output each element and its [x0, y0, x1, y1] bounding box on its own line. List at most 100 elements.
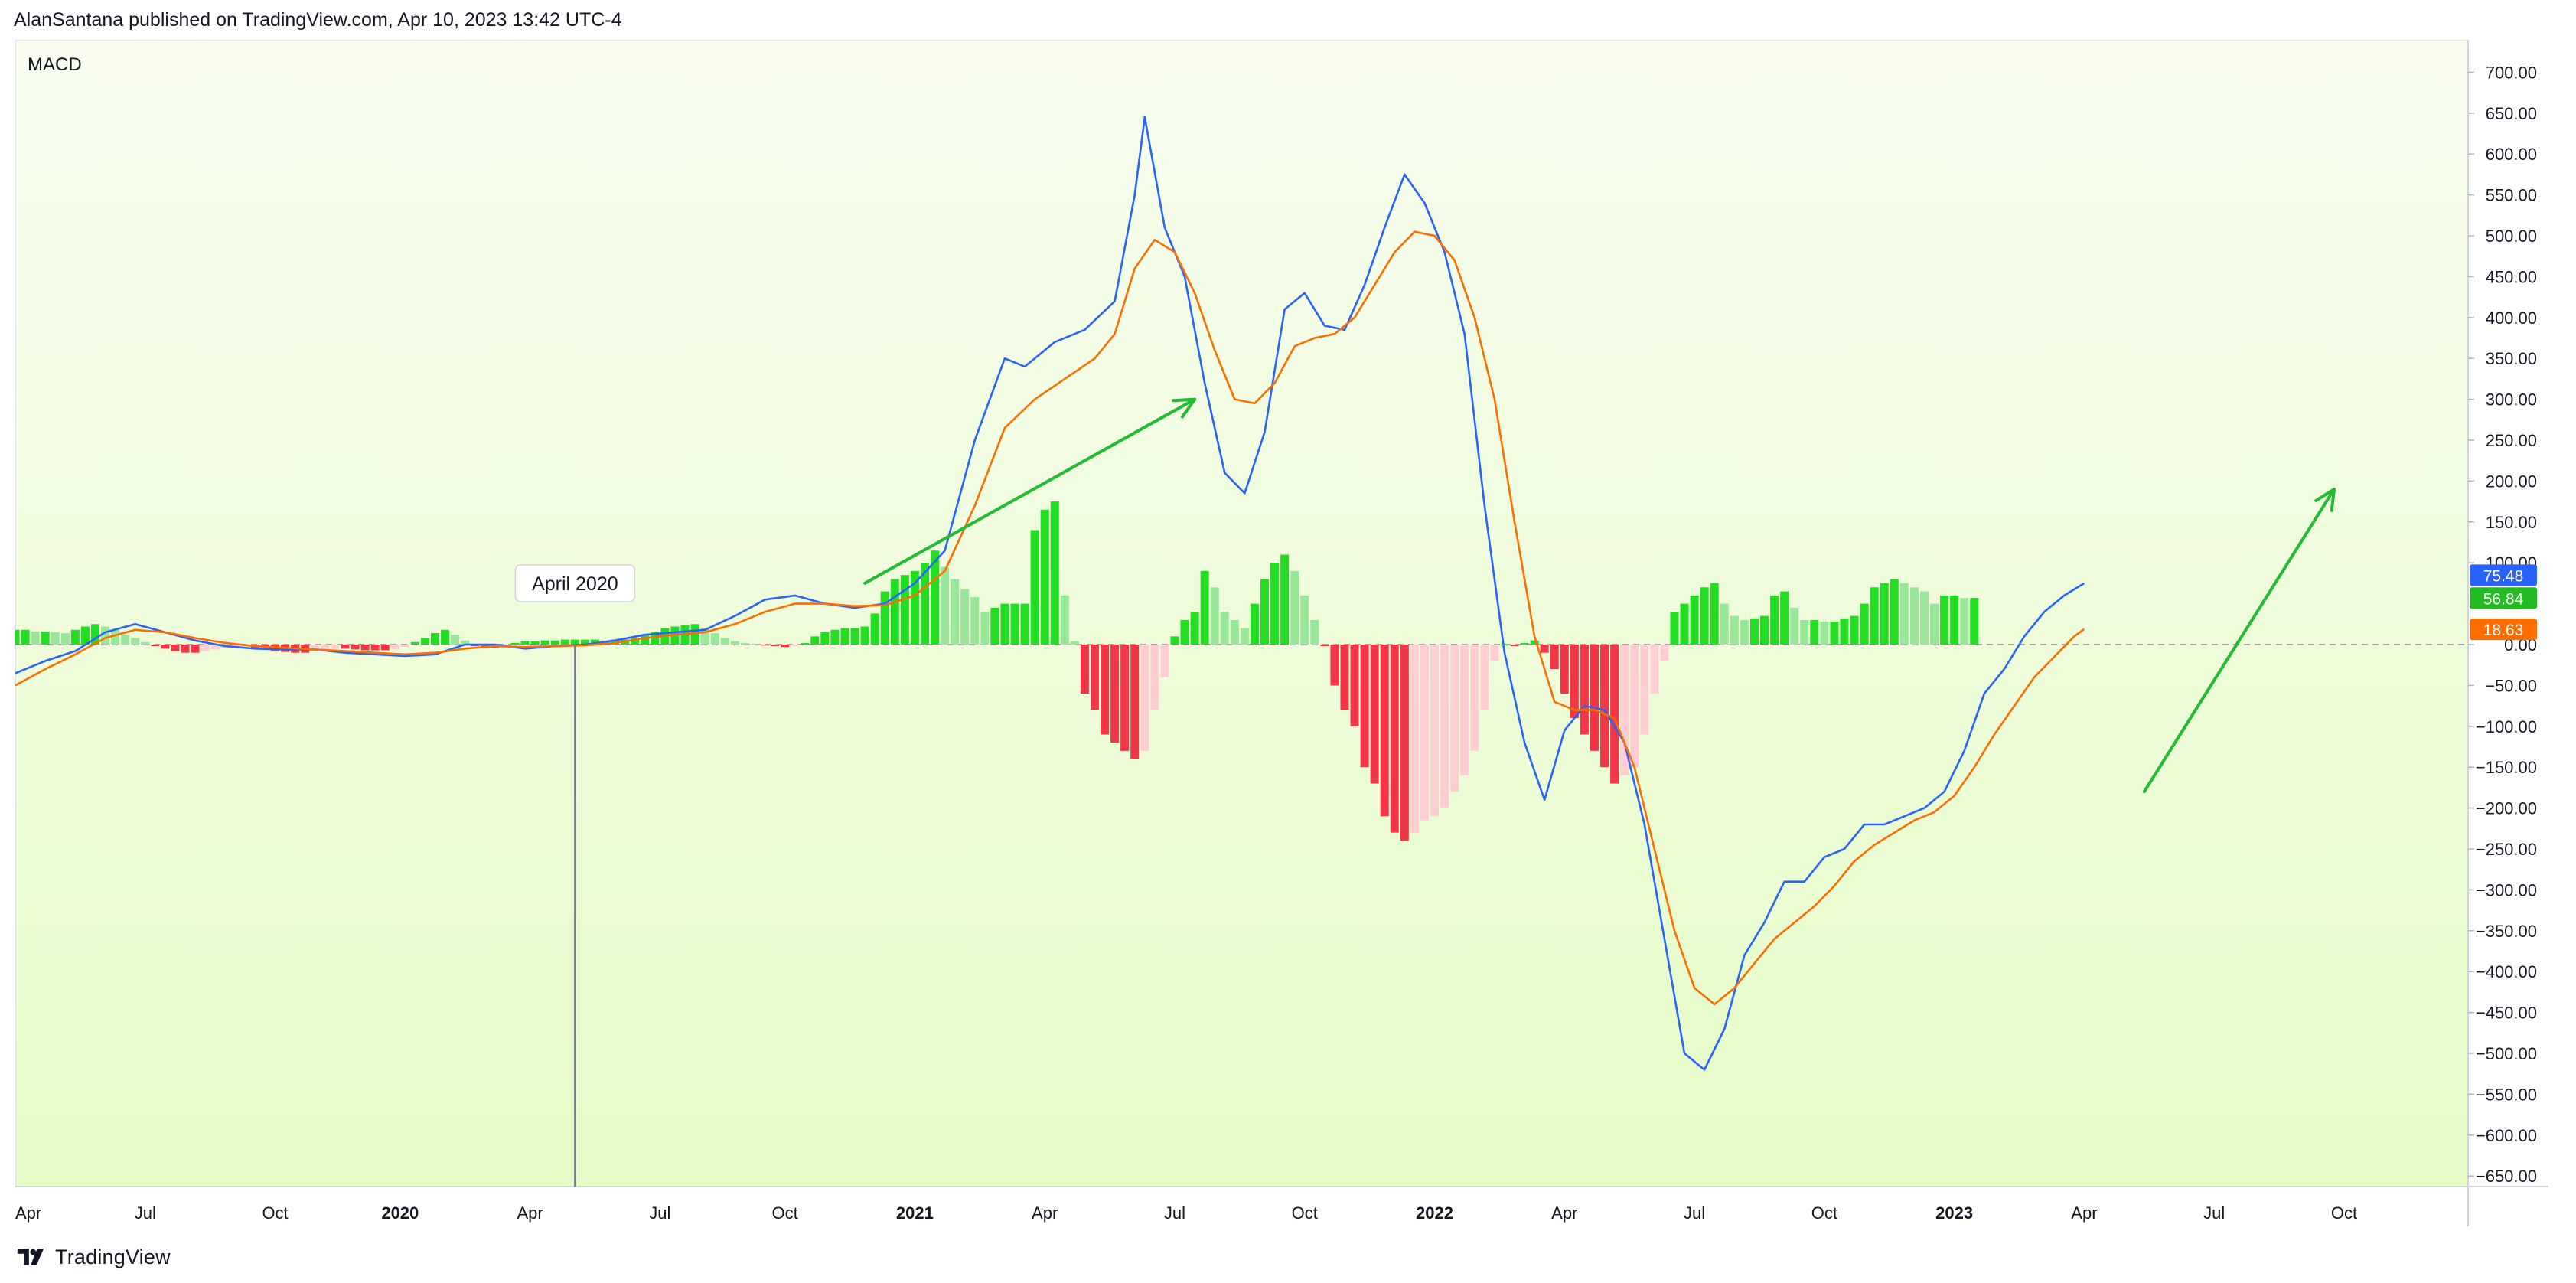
histogram-bar: [931, 550, 940, 645]
histogram-bar: [141, 642, 150, 645]
histogram-bar: [1800, 619, 1809, 645]
histogram-bar: [631, 638, 640, 645]
histogram-bar: [90, 624, 99, 645]
histogram-bar: [210, 645, 220, 650]
histogram-bar: [1950, 595, 1959, 645]
crosshair-label-box: [514, 564, 636, 602]
price-axis[interactable]: 700.00 650.00 600.00 550.00 500.00 450.00 400.…: [2468, 63, 2537, 1186]
histogram-bar: [580, 639, 589, 645]
histogram-bar: [331, 645, 340, 649]
histogram-bar: [520, 641, 530, 645]
histogram-bar: [990, 607, 999, 645]
histogram-bar: [1480, 645, 1489, 710]
histogram-bar: [380, 645, 390, 651]
histogram-bar: [1030, 530, 1039, 645]
histogram-bar: [1020, 603, 1029, 645]
histogram-bar: [80, 626, 90, 645]
histogram-bar: [771, 645, 780, 647]
x-tick-label: Oct: [772, 1203, 798, 1223]
chart-area[interactable]: April 2020 700.00 650.00 600.00 550.00 500.0…: [15, 40, 2548, 1234]
histogram-bar: [1520, 642, 1529, 645]
x-tick-label: Apr: [15, 1203, 41, 1223]
histogram-bar: [1670, 612, 1679, 645]
x-tick-label: Jul: [649, 1203, 670, 1223]
histogram-bar: [970, 597, 980, 645]
y-tick-label: 400.00: [2486, 309, 2537, 328]
histogram-bar: [1380, 645, 1389, 817]
histogram-bar: [321, 645, 330, 650]
histogram-bar: [1710, 583, 1719, 645]
macd-last-value-badge: 75.48: [2470, 564, 2537, 586]
histogram-bar: [1040, 509, 1049, 645]
histogram-bar: [1250, 603, 1259, 645]
x-tick-label: 2023: [1935, 1203, 1973, 1223]
x-tick-label: 2020: [381, 1203, 419, 1223]
histogram-bar: [651, 632, 660, 645]
histogram-bar: [840, 628, 849, 645]
plot-background: [15, 40, 2468, 1187]
y-tick-label: −200.00: [2476, 799, 2537, 818]
y-tick-label: −350.00: [2476, 922, 2537, 941]
signal-line: [15, 230, 2085, 1006]
histogram-bar: [1899, 583, 1909, 645]
histogram-bar: [1620, 645, 1629, 775]
histogram-bar: [710, 633, 719, 645]
histogram-bar: [1101, 645, 1110, 735]
histogram-bar: [1690, 595, 1699, 645]
histogram-bar: [1510, 645, 1519, 647]
histogram-bar: [690, 624, 699, 645]
histogram-bar: [810, 636, 820, 645]
histogram-bar: [781, 645, 790, 648]
histogram-bar: [1650, 645, 1659, 694]
histogram-bar: [1560, 645, 1569, 694]
histogram-bar: [1970, 598, 1979, 645]
histogram-bar: [51, 632, 60, 645]
histogram-bar: [820, 632, 830, 645]
histogram-bar: [1470, 645, 1479, 751]
histogram-bar: [1749, 618, 1759, 645]
x-tick-label: Oct: [262, 1203, 288, 1223]
histogram-bar: [1210, 587, 1219, 645]
histogram-bar: [390, 645, 399, 650]
histogram-bar: [750, 643, 759, 645]
histogram-bar: [1240, 628, 1249, 645]
histogram-bar: [1370, 645, 1379, 784]
histogram-bar: [1080, 645, 1089, 694]
histogram-bar: [1850, 615, 1859, 645]
histogram-bar: [1660, 645, 1669, 661]
histogram-bar: [1860, 603, 1869, 645]
y-tick-label: −400.00: [2476, 962, 2537, 981]
x-tick-label: Apr: [1032, 1203, 1058, 1223]
macd-chart[interactable]: April 2020 700.00 650.00 600.00 550.00 500.0…: [15, 40, 2548, 1234]
histogram-bar: [31, 631, 40, 645]
footer-branding: TradingView: [14, 1242, 171, 1272]
histogram-bar: [1390, 645, 1399, 833]
histogram-bar: [311, 645, 320, 651]
x-tick-label: Jul: [2203, 1203, 2225, 1223]
histogram-bar: [740, 642, 749, 645]
histogram-bar: [351, 645, 360, 650]
x-tick-label: Apr: [517, 1203, 543, 1223]
histogram-bar: [1130, 645, 1140, 759]
histogram-bar: [1550, 645, 1559, 670]
histogram-bar: [461, 640, 470, 645]
histogram-bar: [1890, 579, 1899, 645]
histogram-bar: [410, 642, 419, 645]
histogram-bar: [791, 645, 800, 647]
histogram-bar: [1170, 636, 1179, 645]
histogram-bar: [1740, 619, 1749, 645]
histogram-bar: [980, 612, 990, 645]
histogram-bar: [1410, 645, 1419, 833]
svg-text:75.48: 75.48: [2483, 567, 2524, 585]
histogram-bar: [21, 629, 30, 645]
time-axis[interactable]: Apr Jul Oct 2020 Apr Jul Oct 2021 Apr Jul Oct 2022 A…: [15, 1203, 2357, 1223]
histogram-bar: [1780, 591, 1789, 645]
histogram-bar: [951, 579, 960, 645]
lines-layer: [15, 116, 2085, 1071]
histogram-bar: [1540, 645, 1549, 653]
histogram-bar: [1730, 615, 1739, 645]
y-tick-label: 200.00: [2486, 472, 2537, 491]
histogram-bar: [151, 645, 160, 647]
histogram-bar: [1450, 645, 1459, 792]
histogram-bar: [41, 631, 50, 645]
